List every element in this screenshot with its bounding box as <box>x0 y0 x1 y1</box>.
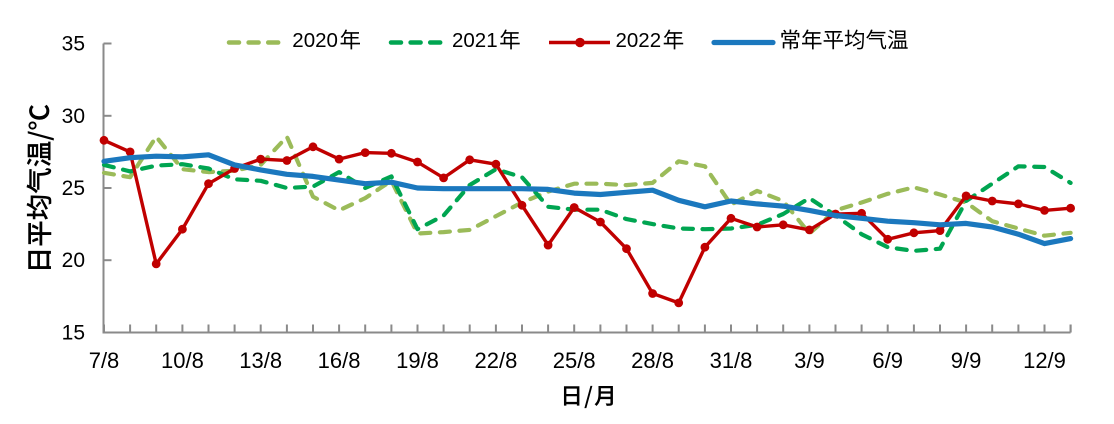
svg-text:9/9: 9/9 <box>951 348 982 373</box>
svg-text:12/9: 12/9 <box>1023 348 1066 373</box>
svg-text:6/9: 6/9 <box>872 348 903 373</box>
svg-text:28/8: 28/8 <box>631 348 674 373</box>
svg-text:22/8: 22/8 <box>474 348 517 373</box>
svg-text:19/8: 19/8 <box>396 348 439 373</box>
svg-text:16/8: 16/8 <box>318 348 361 373</box>
svg-text:13/8: 13/8 <box>239 348 282 373</box>
svg-text:30: 30 <box>62 105 85 128</box>
svg-text:15: 15 <box>62 322 85 345</box>
svg-text:7/8: 7/8 <box>89 348 120 373</box>
svg-text:2021: 2021 <box>452 29 498 52</box>
svg-text:2022: 2022 <box>616 29 662 52</box>
svg-text:10/8: 10/8 <box>161 348 204 373</box>
svg-text:20: 20 <box>62 249 85 272</box>
svg-text:2020: 2020 <box>292 29 338 52</box>
svg-text:31/8: 31/8 <box>710 348 753 373</box>
svg-text:25/8: 25/8 <box>553 348 596 373</box>
svg-text:35: 35 <box>62 33 85 56</box>
svg-text:25: 25 <box>62 177 85 200</box>
svg-text:3/9: 3/9 <box>794 348 825 373</box>
